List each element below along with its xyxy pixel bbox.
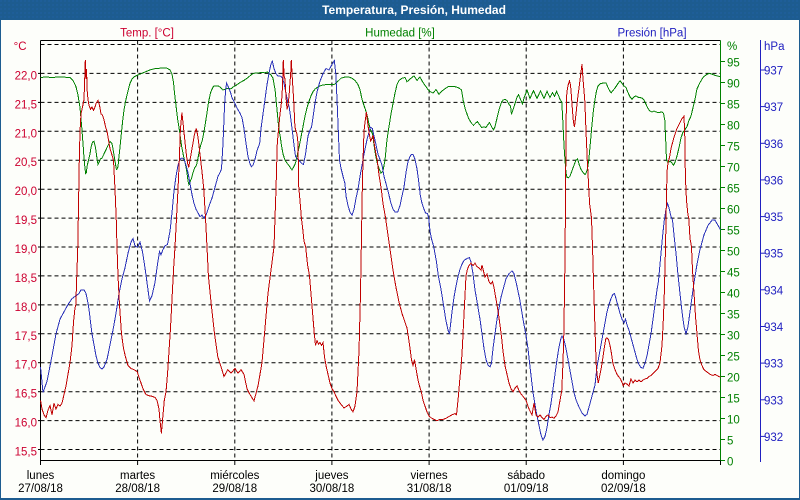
svg-text:28/08/18: 28/08/18	[115, 483, 160, 495]
svg-text:934: 934	[764, 285, 784, 297]
svg-text:60: 60	[727, 205, 740, 217]
svg-text:50: 50	[727, 247, 740, 259]
svg-text:934: 934	[764, 322, 784, 334]
svg-text:10: 10	[727, 415, 740, 427]
svg-text:jueves: jueves	[314, 470, 348, 482]
svg-text:domingo: domingo	[601, 470, 645, 482]
svg-text:Presión [hPa]: Presión [hPa]	[617, 28, 686, 40]
svg-text:30: 30	[727, 331, 740, 343]
svg-text:19,0: 19,0	[15, 244, 37, 256]
svg-text:935: 935	[764, 249, 783, 261]
svg-text:02/09/18: 02/09/18	[601, 483, 646, 495]
svg-text:miércoles: miércoles	[210, 470, 259, 482]
svg-text:19,5: 19,5	[15, 215, 37, 227]
svg-text:80: 80	[727, 121, 740, 133]
svg-text:18,5: 18,5	[15, 273, 37, 285]
svg-text:15: 15	[727, 394, 740, 406]
svg-text:17,0: 17,0	[15, 360, 37, 372]
svg-text:27/08/18: 27/08/18	[18, 483, 63, 495]
svg-text:20: 20	[727, 373, 740, 385]
svg-text:937: 937	[764, 102, 783, 114]
svg-text:35: 35	[727, 310, 740, 322]
svg-text:75: 75	[727, 142, 740, 154]
svg-text:936: 936	[764, 175, 783, 187]
svg-text:17,5: 17,5	[15, 331, 37, 343]
svg-text:936: 936	[764, 139, 783, 151]
svg-text:933: 933	[764, 395, 783, 407]
svg-text:15,5: 15,5	[15, 447, 37, 459]
svg-text:29/08/18: 29/08/18	[212, 483, 257, 495]
svg-text:lunes: lunes	[27, 470, 55, 482]
svg-text:Humedad [%]: Humedad [%]	[365, 28, 435, 40]
svg-text:933: 933	[764, 359, 783, 371]
svg-text:viernes: viernes	[411, 470, 448, 482]
svg-text:21,0: 21,0	[15, 128, 37, 140]
svg-text:85: 85	[727, 100, 740, 112]
svg-text:%: %	[727, 41, 737, 53]
svg-text:95: 95	[727, 58, 740, 70]
svg-text:70: 70	[727, 163, 740, 175]
svg-text:21,5: 21,5	[15, 99, 37, 111]
svg-text:01/09/18: 01/09/18	[504, 483, 549, 495]
svg-text:30/08/18: 30/08/18	[310, 483, 355, 495]
svg-text:937: 937	[764, 66, 783, 78]
svg-text:31/08/18: 31/08/18	[407, 483, 452, 495]
svg-text:5: 5	[727, 436, 733, 448]
svg-text:hPa: hPa	[764, 41, 785, 53]
svg-text:40: 40	[727, 289, 740, 301]
svg-text:martes: martes	[120, 470, 155, 482]
svg-text:22,0: 22,0	[15, 70, 37, 82]
svg-text:935: 935	[764, 212, 783, 224]
svg-text:°C: °C	[14, 41, 27, 53]
svg-text:932: 932	[764, 432, 783, 444]
svg-text:Temp. [°C]: Temp. [°C]	[120, 28, 174, 40]
svg-text:18,0: 18,0	[15, 302, 37, 314]
svg-text:0: 0	[727, 457, 733, 469]
svg-text:16,0: 16,0	[15, 418, 37, 430]
svg-text:55: 55	[727, 226, 740, 238]
svg-text:25: 25	[727, 352, 740, 364]
svg-text:16,5: 16,5	[15, 389, 37, 401]
svg-text:20,0: 20,0	[15, 186, 37, 198]
svg-text:20,5: 20,5	[15, 157, 37, 169]
svg-text:sábado: sábado	[507, 470, 545, 482]
svg-text:45: 45	[727, 268, 740, 280]
svg-text:65: 65	[727, 184, 740, 196]
svg-text:90: 90	[727, 79, 740, 91]
